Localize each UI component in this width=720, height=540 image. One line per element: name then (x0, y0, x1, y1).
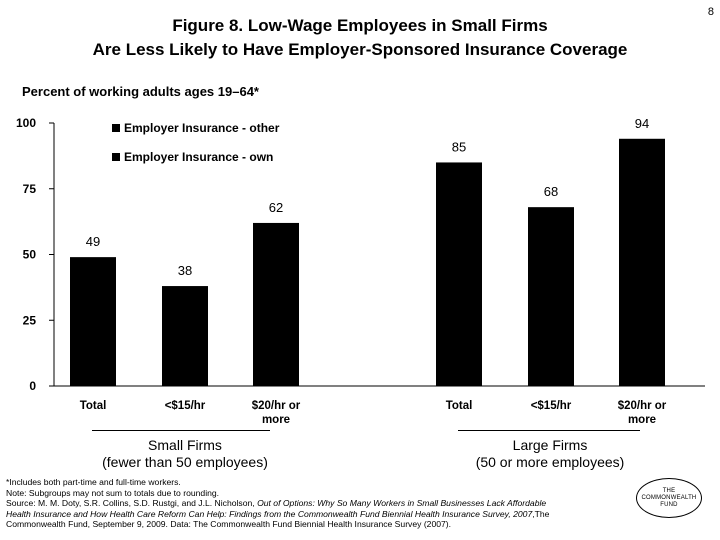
commonwealth-fund-logo: THE COMMONWEALTH FUND (636, 478, 702, 518)
group-detail: (50 or more employees) (475, 454, 625, 470)
x-category-label-line: Total (80, 400, 107, 412)
bar-2 (162, 286, 208, 386)
x-category-label-2: <$15/hr (165, 400, 206, 412)
bar-5 (528, 207, 574, 386)
footnotes: *Includes both part-time and full-time w… (6, 477, 636, 530)
x-category-label-3: $20/hr or more (252, 400, 301, 426)
footnote-rounding: Note: Subgroups may not sum to totals du… (6, 487, 220, 498)
x-category-label-line: <$15/hr (165, 400, 206, 412)
group-name: Small Firms (148, 437, 222, 453)
logo-line-3: FUND (660, 501, 678, 508)
legend-swatch-1 (112, 124, 120, 132)
bar-4 (436, 162, 482, 386)
chart-title-line-2: Are Less Likely to Have Employer-Sponsor… (92, 40, 628, 59)
group-label-large-firms: Large Firms (50 or more employees) (435, 437, 665, 471)
legend-swatch-2 (112, 153, 120, 161)
x-category-label-line: <$15/hr (531, 400, 572, 412)
page-number: 8 (707, 6, 714, 18)
y-tick-label-100: 100 (16, 116, 36, 130)
x-category-label-line: $20/hr or (618, 400, 667, 412)
y-tick-label-75: 75 (23, 182, 37, 196)
footnote-workers: *Includes both part-time and full-time w… (6, 477, 181, 487)
y-tick-label-25: 25 (23, 313, 37, 327)
bar-3 (253, 222, 299, 386)
footnote-source: Source: M. M. Doty, S.R. Collins, S.D. R… (6, 498, 636, 509)
x-category-label-line: more (262, 414, 290, 426)
x-category-label-line: $20/hr or (252, 400, 301, 412)
group-label-small-firms: Small Firms (fewer than 50 employees) (70, 437, 300, 471)
source-publisher-start: ,The (532, 508, 550, 519)
data-label-2: 38 (178, 263, 192, 278)
footnote-source-cont: Health Insurance and How Health Care Ref… (6, 509, 636, 520)
footnote-source-end: Commonwealth Fund, September 9, 2009. Da… (6, 519, 452, 530)
bar-6 (619, 138, 665, 386)
source-title-part-1: Out of Options: Why So Many Workers in S… (257, 498, 547, 509)
x-category-label-4: Total (446, 400, 473, 412)
x-category-label-5: <$15/hr (531, 400, 572, 412)
source-authors: Source: M. M. Doty, S.R. Collins, S.D. R… (6, 498, 258, 509)
data-label-6: 94 (635, 116, 649, 131)
bar-1 (70, 257, 116, 386)
logo-line-2: COMMONWEALTH (641, 494, 697, 501)
data-label-1: 49 (86, 234, 100, 249)
group-rule-small-firms (92, 430, 270, 431)
y-tick-label-50: 50 (23, 248, 37, 262)
group-name: Large Firms (512, 437, 588, 453)
chart-subtitle: Percent of working adults ages 19–64* (22, 84, 259, 99)
data-label-4: 85 (452, 139, 466, 154)
logo-line-1: THE (662, 487, 676, 494)
x-category-label-line: Total (446, 400, 473, 412)
group-rule-large-firms (458, 430, 640, 431)
legend-label-1: Employer Insurance - other (124, 121, 280, 135)
y-tick-label-0: 0 (29, 379, 36, 393)
chart-title: Figure 8. Low-Wage Employees in Small Fi… (0, 14, 720, 62)
bar-chart: 0 25 50 75 100 49 Total 38 <$15/hr 62 $20/hr or mor… (16, 116, 705, 426)
source-title-part-2: Health Insurance and How Health Care Ref… (6, 508, 533, 519)
data-label-3: 62 (269, 200, 283, 215)
legend-label-2: Employer Insurance - own (124, 150, 273, 164)
x-category-label-1: Total (80, 400, 107, 412)
chart-title-line-1: Figure 8. Low-Wage Employees in Small Fi… (172, 16, 548, 35)
data-label-5: 68 (544, 184, 558, 199)
x-category-label-line: more (628, 414, 656, 426)
x-category-label-6: $20/hr or more (618, 400, 667, 426)
group-detail: (fewer than 50 employees) (102, 454, 268, 470)
